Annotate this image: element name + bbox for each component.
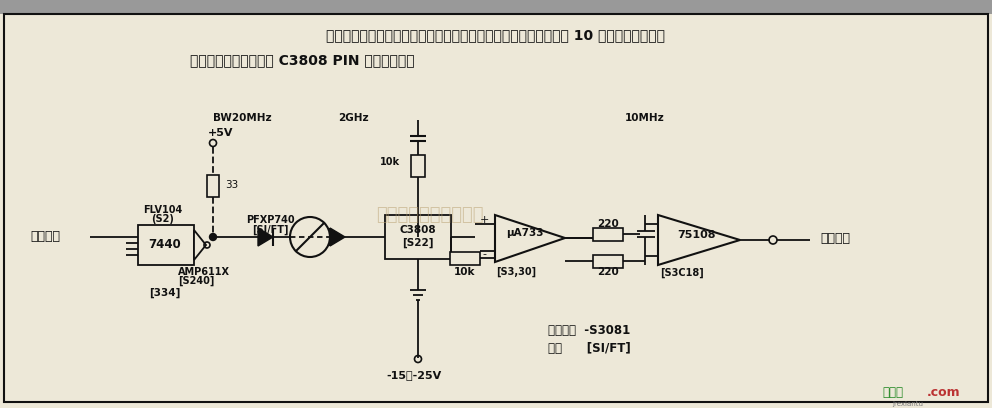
Text: [S22]: [S22] bbox=[402, 238, 434, 248]
Text: 用于电传打字机和微处现器之间光纤数据线路，采用宽带光缆并以 10 兆位的速率传送数: 用于电传打字机和微处现器之间光纤数据线路，采用宽带光缆并以 10 兆位的速率传送… bbox=[326, 28, 666, 42]
Text: -15～-25V: -15～-25V bbox=[386, 370, 441, 380]
Bar bbox=[138, 225, 194, 265]
Text: 杭州洛客科技有限公司: 杭州洛客科技有限公司 bbox=[376, 206, 484, 224]
Polygon shape bbox=[330, 228, 345, 246]
Circle shape bbox=[209, 233, 216, 240]
Bar bbox=[385, 215, 451, 259]
Text: 220: 220 bbox=[597, 267, 619, 277]
Text: [334]: [334] bbox=[150, 288, 181, 298]
Text: jrexiantu: jrexiantu bbox=[892, 401, 923, 407]
Text: 数字输出: 数字输出 bbox=[820, 231, 850, 244]
Text: 10k: 10k bbox=[454, 267, 476, 277]
Text: [S3C18]: [S3C18] bbox=[660, 268, 703, 278]
Bar bbox=[450, 252, 480, 265]
Text: 电子元件  -S3081: 电子元件 -S3081 bbox=[548, 324, 630, 337]
Text: BW20MHz: BW20MHz bbox=[213, 113, 272, 123]
Polygon shape bbox=[194, 230, 206, 260]
Polygon shape bbox=[495, 215, 565, 262]
Bar bbox=[207, 175, 219, 197]
Polygon shape bbox=[258, 228, 273, 246]
Bar bbox=[411, 155, 425, 177]
Text: [S3,30]: [S3,30] bbox=[496, 267, 536, 277]
Text: C3808: C3808 bbox=[400, 225, 436, 235]
Text: FLV104: FLV104 bbox=[144, 205, 183, 215]
Text: 220: 220 bbox=[597, 219, 619, 229]
Text: μA733: μA733 bbox=[506, 228, 544, 238]
Text: -: - bbox=[482, 249, 486, 259]
Text: 10MHz: 10MHz bbox=[625, 113, 665, 123]
Text: PFXP740: PFXP740 bbox=[246, 215, 295, 225]
Bar bbox=[0, 0, 992, 14]
Text: 33: 33 bbox=[225, 180, 238, 190]
Text: 电缆      [SI/FT]: 电缆 [SI/FT] bbox=[548, 341, 631, 355]
Bar bbox=[593, 255, 623, 268]
Text: 75108: 75108 bbox=[677, 230, 715, 240]
Text: [SI/FT]: [SI/FT] bbox=[252, 225, 289, 235]
Text: 数字输入: 数字输入 bbox=[30, 231, 60, 244]
Text: .com: .com bbox=[927, 386, 960, 399]
Bar bbox=[593, 228, 623, 241]
Text: 2GHz: 2GHz bbox=[338, 113, 369, 123]
Text: 接线图: 接线图 bbox=[882, 386, 903, 399]
Text: 据。接收机输入端采用 C3808 PIN 光敏二极管。: 据。接收机输入端采用 C3808 PIN 光敏二极管。 bbox=[190, 53, 415, 67]
Text: 7440: 7440 bbox=[149, 239, 182, 251]
Text: [S240]: [S240] bbox=[178, 276, 214, 286]
Text: 10k: 10k bbox=[380, 157, 400, 167]
Text: +5V: +5V bbox=[208, 128, 233, 138]
Text: +: + bbox=[479, 215, 489, 225]
Text: AMP611X: AMP611X bbox=[178, 267, 230, 277]
Text: (S2): (S2) bbox=[152, 214, 175, 224]
Polygon shape bbox=[658, 215, 740, 265]
